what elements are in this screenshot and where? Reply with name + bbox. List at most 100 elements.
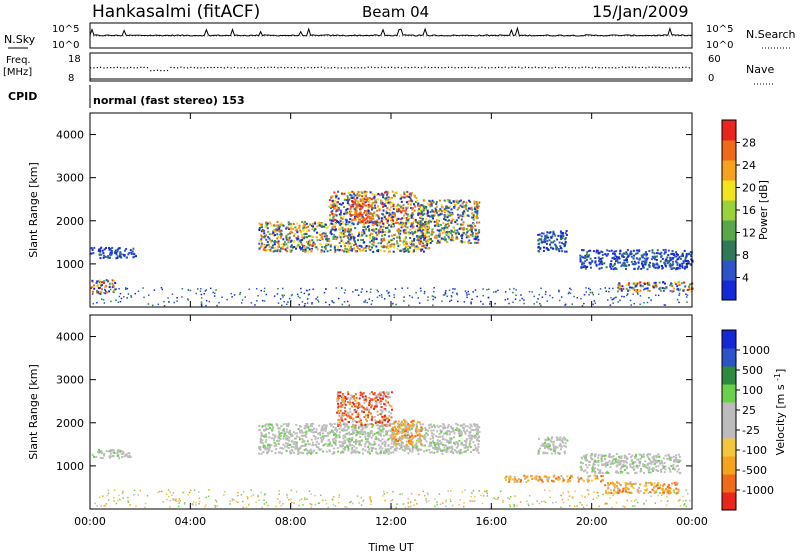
range-gate-cell [405,217,408,219]
range-gate-cell [346,415,349,418]
range-gate-cell [486,288,488,291]
range-gate-cell [382,246,385,249]
range-gate-cell [681,265,684,268]
range-gate-cell [356,409,358,412]
range-gate-cell [298,451,301,454]
range-gate-cell [312,288,314,290]
range-gate-cell [639,285,642,288]
range-gate-cell [365,217,368,220]
range-gate-cell [617,284,620,286]
range-gate-cell [108,455,111,458]
range-gate-cell [260,230,263,233]
range-gate-cell [281,294,283,296]
range-gate-cell [260,239,263,242]
range-gate-cell [378,229,381,232]
range-gate-cell [402,248,405,251]
range-gate-cell [440,430,443,433]
range-gate-cell [414,228,417,231]
freq-dot [481,66,483,68]
range-gate-cell [546,239,549,242]
range-gate-cell [622,287,625,290]
freq-dot [237,67,239,69]
range-gate-cell [371,443,374,446]
range-gate-cell [623,259,626,262]
range-gate-cell [292,443,295,446]
range-gate-cell [455,429,457,431]
range-gate-cell [285,438,288,441]
range-gate-cell [674,255,677,258]
freq-dot [401,67,403,69]
range-gate-cell [375,405,378,408]
range-gate-cell [468,199,471,202]
range-gate-cell [635,290,638,293]
range-gate-cell [388,295,391,297]
range-gate-cell [582,249,585,252]
range-gate-cell [487,296,490,299]
range-gate-cell [378,447,381,450]
range-gate-cell [355,450,357,453]
range-gate-cell [436,450,439,453]
range-gate-cell [595,249,598,252]
range-gate-cell [385,451,388,453]
range-gate-cell [655,262,658,265]
range-gate-cell [130,295,132,297]
range-gate-cell [349,415,352,418]
range-gate-cell [309,235,312,238]
range-gate-cell [613,253,616,256]
range-gate-cell [108,450,111,453]
range-gate-cell [632,286,635,289]
range-gate-cell [540,444,543,447]
range-gate-cell [689,251,692,253]
range-gate-cell [344,198,347,200]
range-gate-cell [339,423,342,426]
range-gate-cell [381,447,384,450]
range-gate-cell [419,221,422,224]
range-gate-cell [358,215,361,218]
range-gate-cell [250,302,253,304]
range-gate-cell [472,291,474,293]
range-gate-cell [442,427,445,430]
freq-dot [558,67,560,69]
range-gate-cell [115,288,117,290]
range-gate-cell [267,444,270,447]
range-gate-cell [290,249,293,252]
range-gate-cell [412,194,415,197]
range-gate-cell [406,287,409,289]
range-gate-cell [448,201,451,204]
range-gate-cell [338,427,341,430]
range-gate-cell [422,226,425,229]
range-gate-cell [478,221,481,224]
range-gate-cell [296,222,299,225]
range-gate-cell [379,249,382,252]
range-gate-cell [676,263,679,266]
range-gate-cell [305,426,308,429]
range-gate-cell [348,221,351,224]
range-gate-cell [277,236,280,238]
range-gate-cell [417,213,420,216]
range-gate-cell [303,434,306,437]
range-gate-cell [368,448,371,451]
range-gate-cell [113,251,116,254]
range-gate-cell [271,433,274,436]
range-gate-cell [359,250,362,253]
range-gate-cell [423,207,425,210]
range-gate-cell [667,260,670,263]
range-gate-cell [355,411,357,413]
range-gate-cell [465,446,468,449]
freq-dot [387,66,389,68]
range-gate-cell [331,438,334,441]
range-gate-cell [287,446,290,449]
range-gate-cell [370,221,373,224]
range-gate-cell [309,223,312,226]
range-gate-cell [370,423,373,426]
range-gate-cell [366,220,369,223]
range-gate-cell [277,439,279,442]
range-gate-cell [543,241,545,244]
range-gate-cell [417,204,419,207]
range-gate-cell [472,441,475,444]
range-gate-cell [599,262,601,265]
range-gate-cell [392,244,395,247]
range-gate-cell [398,232,400,235]
range-gate-cell [449,232,452,235]
range-gate-cell [331,228,334,231]
